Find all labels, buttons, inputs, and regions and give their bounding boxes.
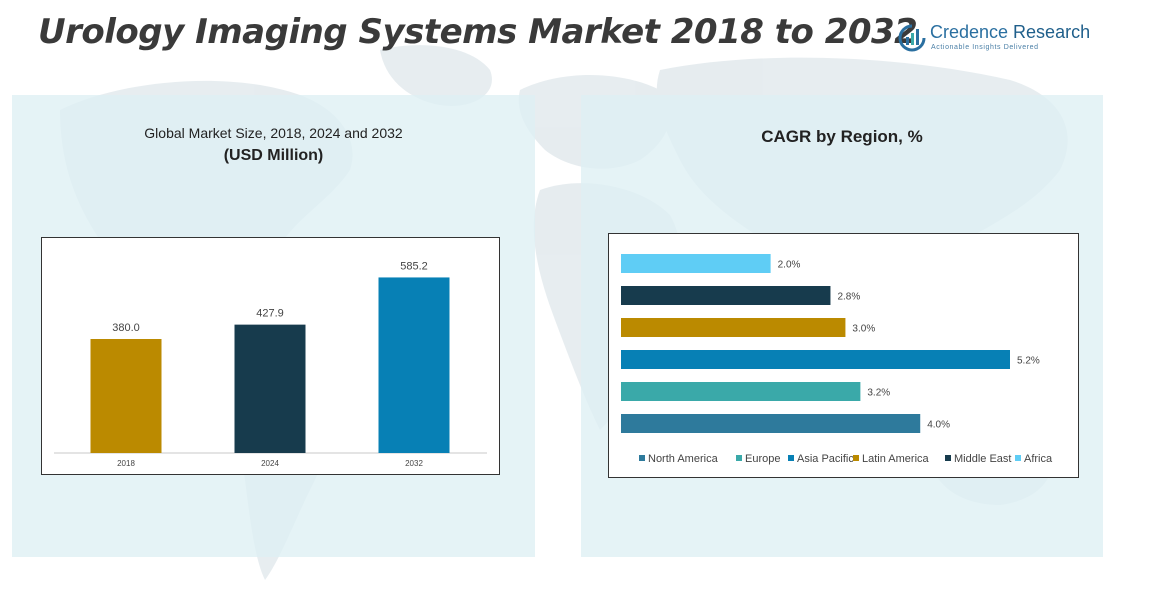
market-size-chart-box: 380.0 2018 427.9 2024 585.2 2032 bbox=[41, 237, 500, 475]
bar-africa bbox=[621, 254, 771, 273]
bar-asia-pacific bbox=[621, 350, 1010, 369]
bar-value-label-africa: 2.0% bbox=[778, 260, 801, 271]
bar-value-label-asia-pacific: 5.2% bbox=[1017, 356, 1040, 367]
credence-research-logo: Credence Research Actionable Insights De… bbox=[898, 22, 1090, 58]
bar-value-label-europe: 3.2% bbox=[867, 388, 890, 399]
bar-latin-america bbox=[621, 318, 846, 337]
x-tick-label-2024: 2024 bbox=[261, 459, 279, 468]
legend-label-north-america: North America bbox=[648, 453, 719, 465]
legend-swatch-latin-america bbox=[853, 455, 859, 461]
market-size-subtitle: Global Market Size, 2018, 2024 and 2032 bbox=[144, 125, 403, 141]
bar-2024 bbox=[234, 324, 306, 453]
bar-2018 bbox=[90, 339, 162, 453]
bar-value-label-2018: 380.0 bbox=[112, 322, 140, 334]
legend-label-africa: Africa bbox=[1024, 453, 1053, 465]
bar-value-label-north-america: 4.0% bbox=[927, 420, 950, 431]
cagr-chart-box: 2.0% 2.8% 3.0% 5.2% 3.2% 4.0% North America Eur… bbox=[608, 233, 1079, 478]
market-size-unit: (USD Million) bbox=[223, 147, 324, 164]
legend-label-asia-pacific: Asia Pacific bbox=[797, 453, 854, 465]
legend-swatch-africa bbox=[1015, 455, 1021, 461]
bar-value-label-2032: 585.2 bbox=[400, 260, 428, 272]
bar-middle-east bbox=[621, 286, 831, 305]
legend-swatch-north-america bbox=[639, 455, 645, 461]
logo-tagline: Actionable Insights Delivered bbox=[931, 44, 1039, 51]
bar-2032 bbox=[378, 277, 450, 453]
logo-name-part1: Credence bbox=[930, 22, 1009, 42]
bar-europe bbox=[621, 382, 861, 401]
cagr-chart: 2.0% 2.8% 3.0% 5.2% 3.2% 4.0% North America Eur… bbox=[621, 254, 1053, 465]
legend-label-latin-america: Latin America bbox=[862, 453, 930, 465]
legend-label-middle-east: Middle East bbox=[954, 453, 1011, 465]
logo-name-part2: Research bbox=[1008, 22, 1091, 42]
bar-north-america bbox=[621, 414, 921, 433]
legend-swatch-asia-pacific bbox=[788, 455, 794, 461]
bar-value-label-latin-america: 3.0% bbox=[852, 324, 875, 335]
legend-swatch-europe bbox=[736, 455, 742, 461]
legend-label-europe: Europe bbox=[745, 453, 780, 465]
logo-icon bbox=[898, 24, 926, 52]
cagr-title: CAGR by Region, % bbox=[761, 127, 923, 146]
legend-swatch-middle-east bbox=[945, 455, 951, 461]
bar-value-label-middle-east: 2.8% bbox=[837, 292, 860, 303]
bar-value-label-2024: 427.9 bbox=[256, 308, 284, 320]
x-tick-label-2018: 2018 bbox=[117, 459, 135, 468]
market-size-chart: 380.0 2018 427.9 2024 585.2 2032 bbox=[54, 260, 487, 468]
logo-text: Credence Research bbox=[930, 22, 1090, 43]
page-title: Urology Imaging Systems Market 2018 to 2… bbox=[38, 12, 918, 52]
x-tick-label-2032: 2032 bbox=[405, 459, 423, 468]
